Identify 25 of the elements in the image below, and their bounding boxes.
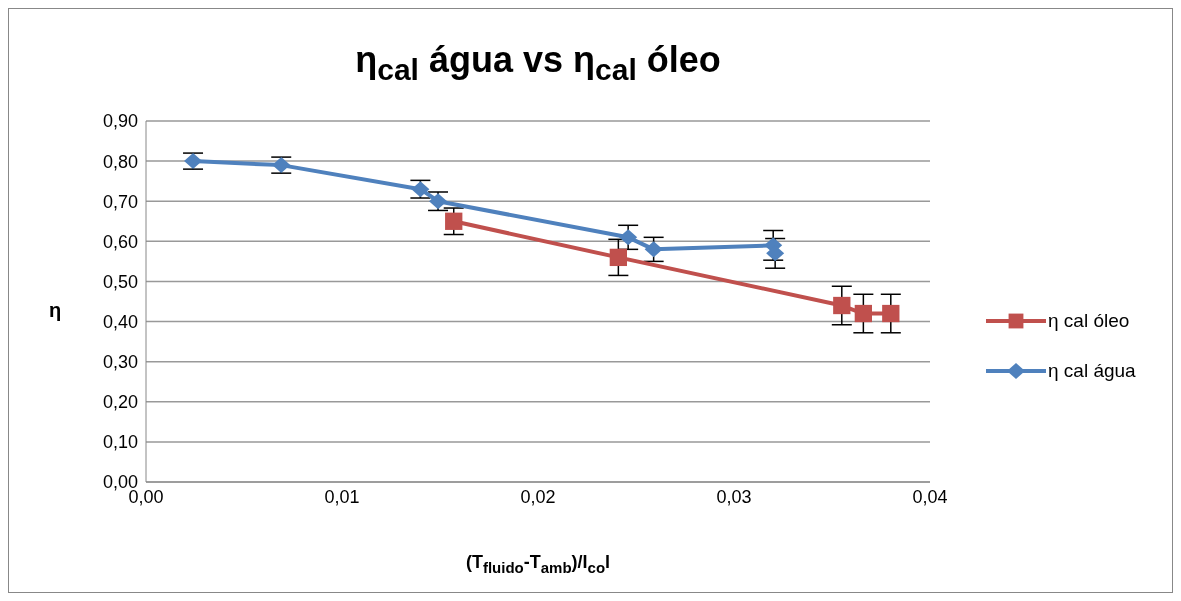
point — [833, 296, 851, 315]
x-tick-label: 0,04 — [912, 486, 948, 507]
point — [609, 248, 628, 267]
y-tick-label: 0,70 — [102, 191, 138, 212]
point — [882, 304, 900, 323]
x-tick-label: 0,03 — [716, 486, 752, 507]
chart-title: η$_{cal}$ água vs η$_{cal}$ óleo — [354, 39, 722, 88]
y-tick-label: 0,20 — [102, 392, 138, 413]
y-tick-label: 0,60 — [102, 231, 138, 252]
legend-label: η cal óleo — [1048, 310, 1130, 332]
x-axis-title: (T$_{fluido}$-T$_{amb}$)/I$_{co}$l — [464, 552, 612, 576]
legend-label: η cal água — [1048, 360, 1136, 382]
y-tick-label: 0,80 — [102, 151, 138, 172]
point — [619, 229, 638, 246]
point — [644, 241, 663, 258]
y-tick-label: 0,30 — [102, 352, 138, 373]
y-axis-title: η — [49, 299, 62, 322]
point — [854, 304, 873, 323]
x-tick-label: 0,02 — [520, 486, 556, 507]
y-tick-label: 0,10 — [102, 432, 138, 453]
x-tick-label: 0,01 — [324, 486, 360, 507]
y-tick-label: 0,90 — [102, 111, 138, 132]
point — [445, 212, 463, 230]
y-tick-label: 0,40 — [102, 311, 138, 332]
y-tick-label: 0,50 — [102, 271, 138, 292]
